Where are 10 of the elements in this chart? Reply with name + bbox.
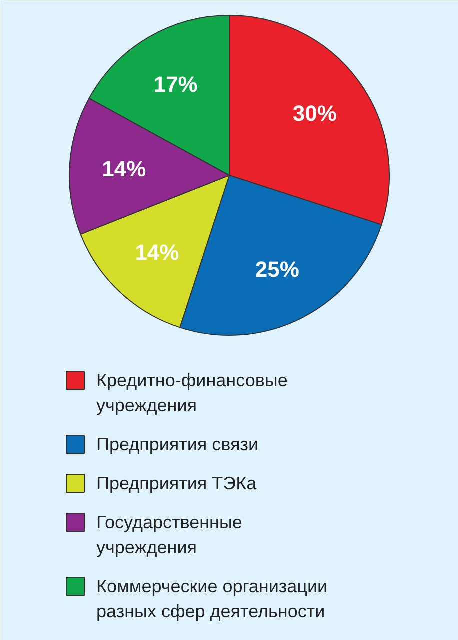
legend-label: Предприятия ТЭКа: [96, 474, 258, 494]
data-label: 14%: [135, 240, 180, 265]
legend-label: Предприятия связи: [96, 434, 259, 454]
data-label: 25%: [255, 257, 300, 282]
data-label: 14%: [102, 156, 146, 182]
legend-label: Кредитно-финансовые учреждения: [96, 370, 288, 416]
legend-label: Коммерческие организации разных сфер деятельности: [96, 576, 328, 622]
data-label: 30%: [292, 100, 337, 126]
legend-label: Государственные учреждения: [96, 512, 242, 558]
data-label: 17%: [154, 72, 198, 98]
